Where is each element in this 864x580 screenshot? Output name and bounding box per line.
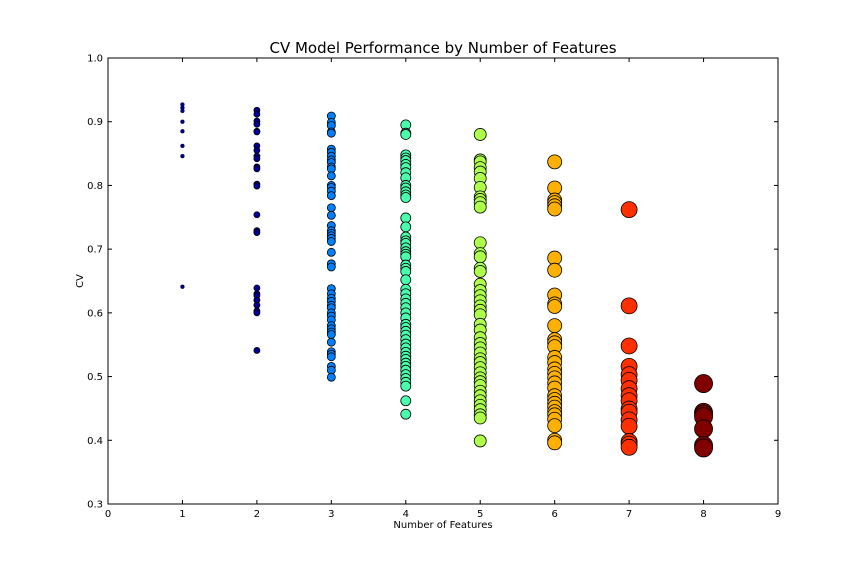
- series-7: [620, 201, 638, 456]
- data-point: [400, 395, 412, 407]
- data-point: [180, 153, 185, 159]
- data-point: [620, 297, 638, 315]
- y-tick-label: 0.3: [87, 500, 103, 511]
- data-point: [253, 120, 261, 128]
- data-point: [253, 165, 261, 173]
- data-point: [400, 129, 412, 140]
- data-point: [400, 212, 412, 224]
- data-point: [400, 192, 412, 203]
- axis-ticks: 0 1 2 3 4 5 6 7 8 9 0.3 0.4 0.5 0.6 0.7 0.8 0.9 1.0: [87, 54, 781, 521]
- data-point: [547, 318, 563, 334]
- data-point: [253, 284, 261, 292]
- data-point: [547, 418, 563, 434]
- data-point: [180, 129, 185, 134]
- data-point: [694, 438, 713, 458]
- data-point: [400, 408, 412, 420]
- x-tick-label: 5: [477, 509, 483, 520]
- data-point: [547, 201, 563, 217]
- data-point: [253, 229, 261, 236]
- data-point: [400, 221, 412, 233]
- data-point: [180, 108, 185, 114]
- data-point: [180, 284, 185, 289]
- data-point: [253, 128, 261, 136]
- y-tick-label: 0.9: [87, 117, 103, 128]
- data-point: [473, 200, 487, 214]
- data-point: [547, 299, 563, 314]
- data-point: [253, 110, 261, 118]
- data-point: [694, 419, 713, 439]
- y-tick-label: 0.5: [87, 372, 103, 383]
- data-point: [253, 155, 261, 163]
- data-point: [326, 337, 336, 347]
- data-point: [253, 146, 261, 154]
- data-point: [400, 380, 412, 392]
- plot-frame: [107, 57, 779, 505]
- x-tick-label: 4: [403, 509, 409, 520]
- x-tick-label: 3: [328, 509, 334, 520]
- y-tick-label: 1.0: [87, 54, 103, 65]
- data-point: [326, 191, 336, 201]
- data-point: [180, 119, 185, 124]
- x-axis-label: Number of Features: [393, 520, 492, 531]
- x-tick-label: 7: [626, 509, 632, 520]
- plot-area: [108, 58, 778, 504]
- data-point: [473, 128, 487, 141]
- data-point: [547, 262, 563, 278]
- data-point: [253, 301, 261, 309]
- x-tick-label: 2: [254, 509, 260, 520]
- y-tick-label: 0.7: [87, 245, 103, 256]
- y-tick-label: 0.8: [87, 181, 103, 192]
- y-axis-label: CV: [75, 274, 86, 288]
- data-point: [326, 247, 336, 257]
- series-6: [547, 154, 563, 451]
- data-point: [326, 203, 336, 213]
- data-point: [473, 265, 487, 278]
- data-point: [326, 128, 336, 138]
- data-point: [620, 438, 638, 456]
- data-points: [180, 102, 713, 458]
- data-point: [473, 411, 487, 425]
- y-tick-label: 0.6: [87, 308, 103, 319]
- chart-title: CV Model Performance by Number of Featur…: [269, 39, 616, 57]
- data-point: [253, 182, 261, 190]
- data-point: [694, 374, 713, 393]
- x-tick-label: 0: [105, 509, 111, 520]
- series-4: [400, 119, 412, 420]
- series-2: [253, 106, 261, 354]
- data-point: [180, 143, 185, 149]
- data-point: [473, 434, 487, 448]
- data-point: [547, 435, 563, 451]
- data-point: [620, 337, 638, 355]
- data-point: [620, 417, 638, 435]
- data-point: [253, 309, 261, 317]
- data-point: [326, 237, 336, 246]
- data-point: [326, 210, 336, 220]
- series-5: [473, 128, 487, 448]
- x-tick-label: 9: [775, 509, 781, 520]
- data-point: [400, 274, 412, 286]
- x-tick-label: 1: [179, 509, 185, 520]
- data-point: [253, 347, 261, 354]
- data-point: [253, 211, 261, 219]
- series-3: [326, 111, 336, 382]
- data-point: [326, 372, 336, 382]
- x-tick-label: 6: [551, 509, 557, 520]
- x-tick-label: 8: [700, 509, 706, 520]
- data-point: [326, 330, 336, 339]
- data-point: [326, 171, 336, 181]
- data-point: [620, 201, 638, 219]
- data-point: [547, 154, 563, 170]
- series-8: [694, 374, 713, 458]
- series-1: [180, 102, 185, 289]
- data-point: [473, 236, 487, 250]
- data-point: [473, 250, 487, 264]
- y-tick-label: 0.4: [87, 436, 103, 447]
- data-point: [326, 352, 336, 362]
- data-point: [326, 262, 336, 272]
